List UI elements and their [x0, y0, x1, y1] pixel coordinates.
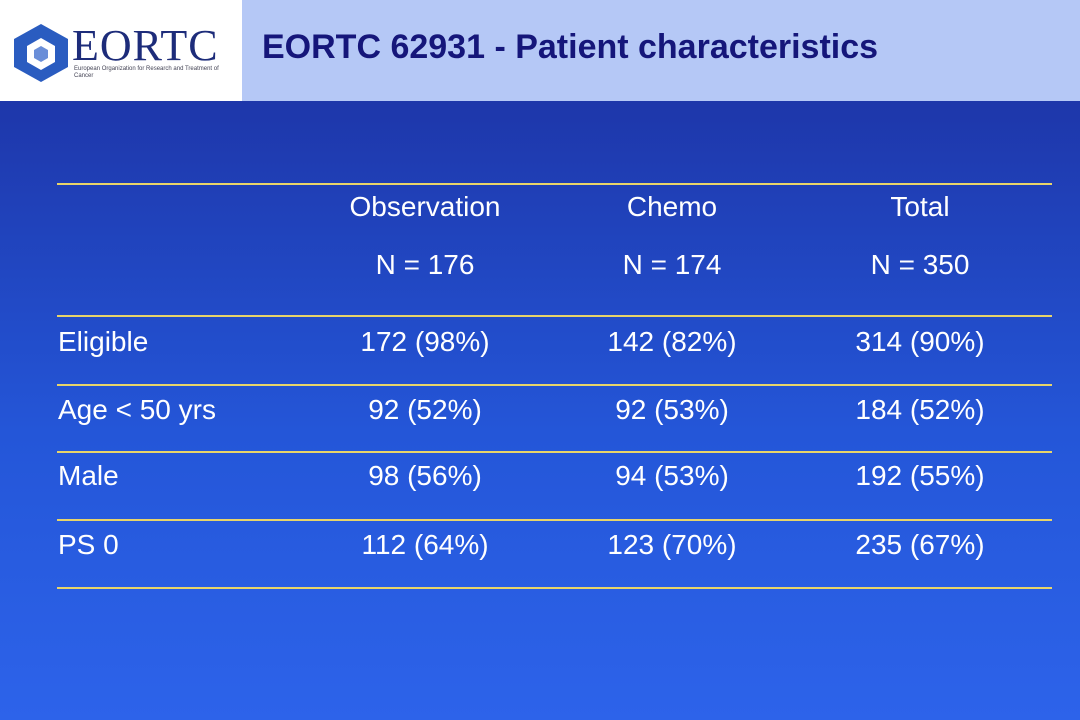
table-rule	[57, 384, 1052, 386]
table-cell: 235 (67%)	[855, 529, 985, 560]
table-cell: 192 (55%)	[855, 460, 985, 491]
table-cell: 142 (82%)	[607, 326, 737, 357]
table-cell: 314 (90%)	[855, 326, 985, 357]
logo-subtitle: European Organization for Research and T…	[74, 66, 219, 79]
row-label: PS 0	[58, 529, 119, 560]
column-header: Chemo	[626, 191, 718, 222]
column-n: N = 176	[375, 249, 475, 280]
table-rule	[57, 315, 1052, 317]
table-rule	[57, 519, 1052, 521]
title: EORTC 62931 - Patient characteristics	[262, 28, 879, 66]
row-label: Age < 50 yrs	[58, 394, 216, 425]
table-cell: 112 (64%)	[361, 529, 489, 560]
logo: EORTC European Organization for Research…	[0, 0, 242, 101]
table-cell: 184 (52%)	[855, 394, 985, 425]
column-header: Total	[890, 191, 950, 222]
table-rule	[57, 451, 1052, 453]
column-n: N = 350	[870, 249, 970, 280]
logo-text: EORTC	[72, 21, 219, 70]
row-label: Male	[58, 460, 119, 491]
table-rule	[57, 587, 1052, 589]
table-cell: 92 (52%)	[368, 394, 482, 425]
table-cell: 94 (53%)	[615, 460, 729, 491]
table-cell: 92 (53%)	[615, 394, 729, 425]
table-cell: 123 (70%)	[607, 529, 737, 560]
table-cell: 172 (98%)	[360, 326, 490, 357]
logo-icon	[14, 24, 68, 82]
row-label: Eligible	[58, 326, 149, 357]
table-rule	[57, 183, 1052, 185]
table-cell: 98 (56%)	[368, 460, 482, 491]
column-header: Observation	[349, 191, 501, 222]
column-n: N = 174	[622, 249, 722, 280]
